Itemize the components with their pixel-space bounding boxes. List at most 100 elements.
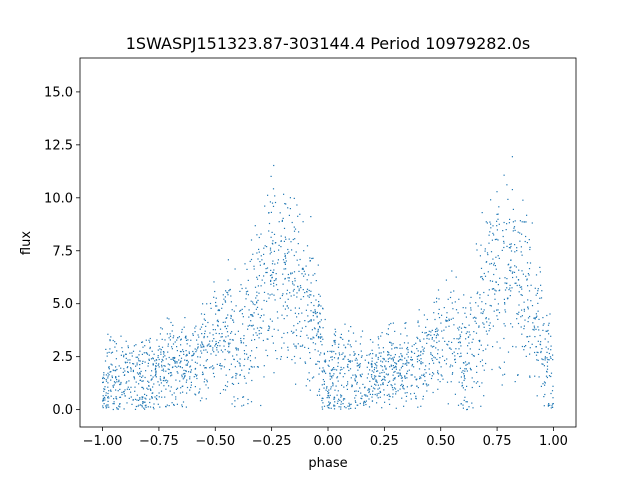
scatter-point [185,350,187,352]
scatter-point [534,336,536,338]
scatter-point [359,343,361,345]
scatter-point [343,367,345,369]
scatter-point [529,335,531,337]
scatter-point [385,360,387,362]
scatter-point [466,401,468,403]
scatter-point [202,303,204,305]
scatter-point [234,366,236,368]
scatter-point [147,380,149,382]
scatter-point [388,324,390,326]
scatter-point [389,403,391,405]
scatter-point [240,309,242,311]
scatter-point [247,325,249,327]
scatter-point [271,320,273,322]
scatter-point [225,328,228,330]
scatter-point [415,395,417,397]
scatter-point [231,331,233,333]
scatter-point [235,375,237,377]
scatter-point [256,327,259,329]
scatter-point [357,364,359,367]
scatter-point [333,357,336,359]
scatter-point [318,361,320,363]
scatter-point [358,366,361,369]
scatter-point [166,317,168,319]
scatter-point [142,401,144,403]
scatter-point [362,383,364,385]
scatter-point [183,326,185,328]
scatter-point [433,373,435,375]
scatter-point [102,405,104,407]
scatter-point [421,331,423,333]
scatter-point [288,238,290,240]
scatter-point [550,372,553,374]
scatter-point [201,346,203,348]
scatter-point [141,341,143,343]
scatter-point [443,307,445,309]
scatter-point [141,406,143,408]
scatter-point [155,365,157,367]
scatter-point [348,330,350,332]
scatter-point [428,338,430,340]
scatter-point [404,377,406,379]
scatter-point [435,335,438,337]
scatter-point [385,373,387,375]
scatter-point [270,279,272,281]
scatter-point [272,205,275,207]
scatter-point [519,220,521,222]
scatter-point [497,309,499,311]
scatter-point [195,394,197,396]
scatter-point [294,228,297,230]
scatter-point [232,339,234,341]
scatter-point [188,371,190,373]
scatter-point [480,344,482,346]
scatter-point [404,327,406,329]
scatter-point [545,330,547,332]
scatter-point [485,317,487,319]
scatter-point [110,371,112,373]
scatter-point [215,340,217,343]
scatter-point [347,366,349,368]
scatter-point [325,389,327,391]
scatter-point [537,302,539,304]
scatter-point [190,371,192,373]
scatter-point [457,404,460,406]
scatter-point [376,380,378,382]
scatter-point [359,402,361,405]
scatter-point [498,206,500,208]
scatter-point [319,312,321,314]
scatter-point [550,375,552,378]
scatter-point [235,349,238,351]
scatter-point [104,386,106,388]
scatter-point [378,347,380,349]
scatter-point [432,391,434,394]
scatter-point [112,385,114,387]
scatter-point [290,295,292,297]
scatter-point [180,387,182,389]
scatter-point [290,273,292,275]
scatter-point [483,323,485,325]
scatter-point [366,366,368,368]
scatter-point [192,334,194,336]
scatter-point [121,394,123,396]
scatter-point [356,359,358,361]
scatter-point [367,389,369,391]
scatter-point [305,325,307,328]
scatter-point [361,395,363,397]
scatter-point [496,315,498,317]
scatter-point [515,276,518,278]
scatter-point [342,358,344,360]
scatter-point [460,355,462,357]
scatter-point [182,349,184,351]
scatter-point [400,377,402,379]
scatter-point [436,327,438,329]
scatter-point [542,383,544,385]
scatter-point [415,397,417,399]
scatter-point [333,350,335,353]
scatter-point [163,385,165,387]
scatter-point [194,393,196,395]
scatter-point [517,313,519,315]
scatter-point [144,393,146,395]
scatter-point [217,345,219,347]
scatter-point [212,334,214,336]
scatter-point [475,243,477,245]
